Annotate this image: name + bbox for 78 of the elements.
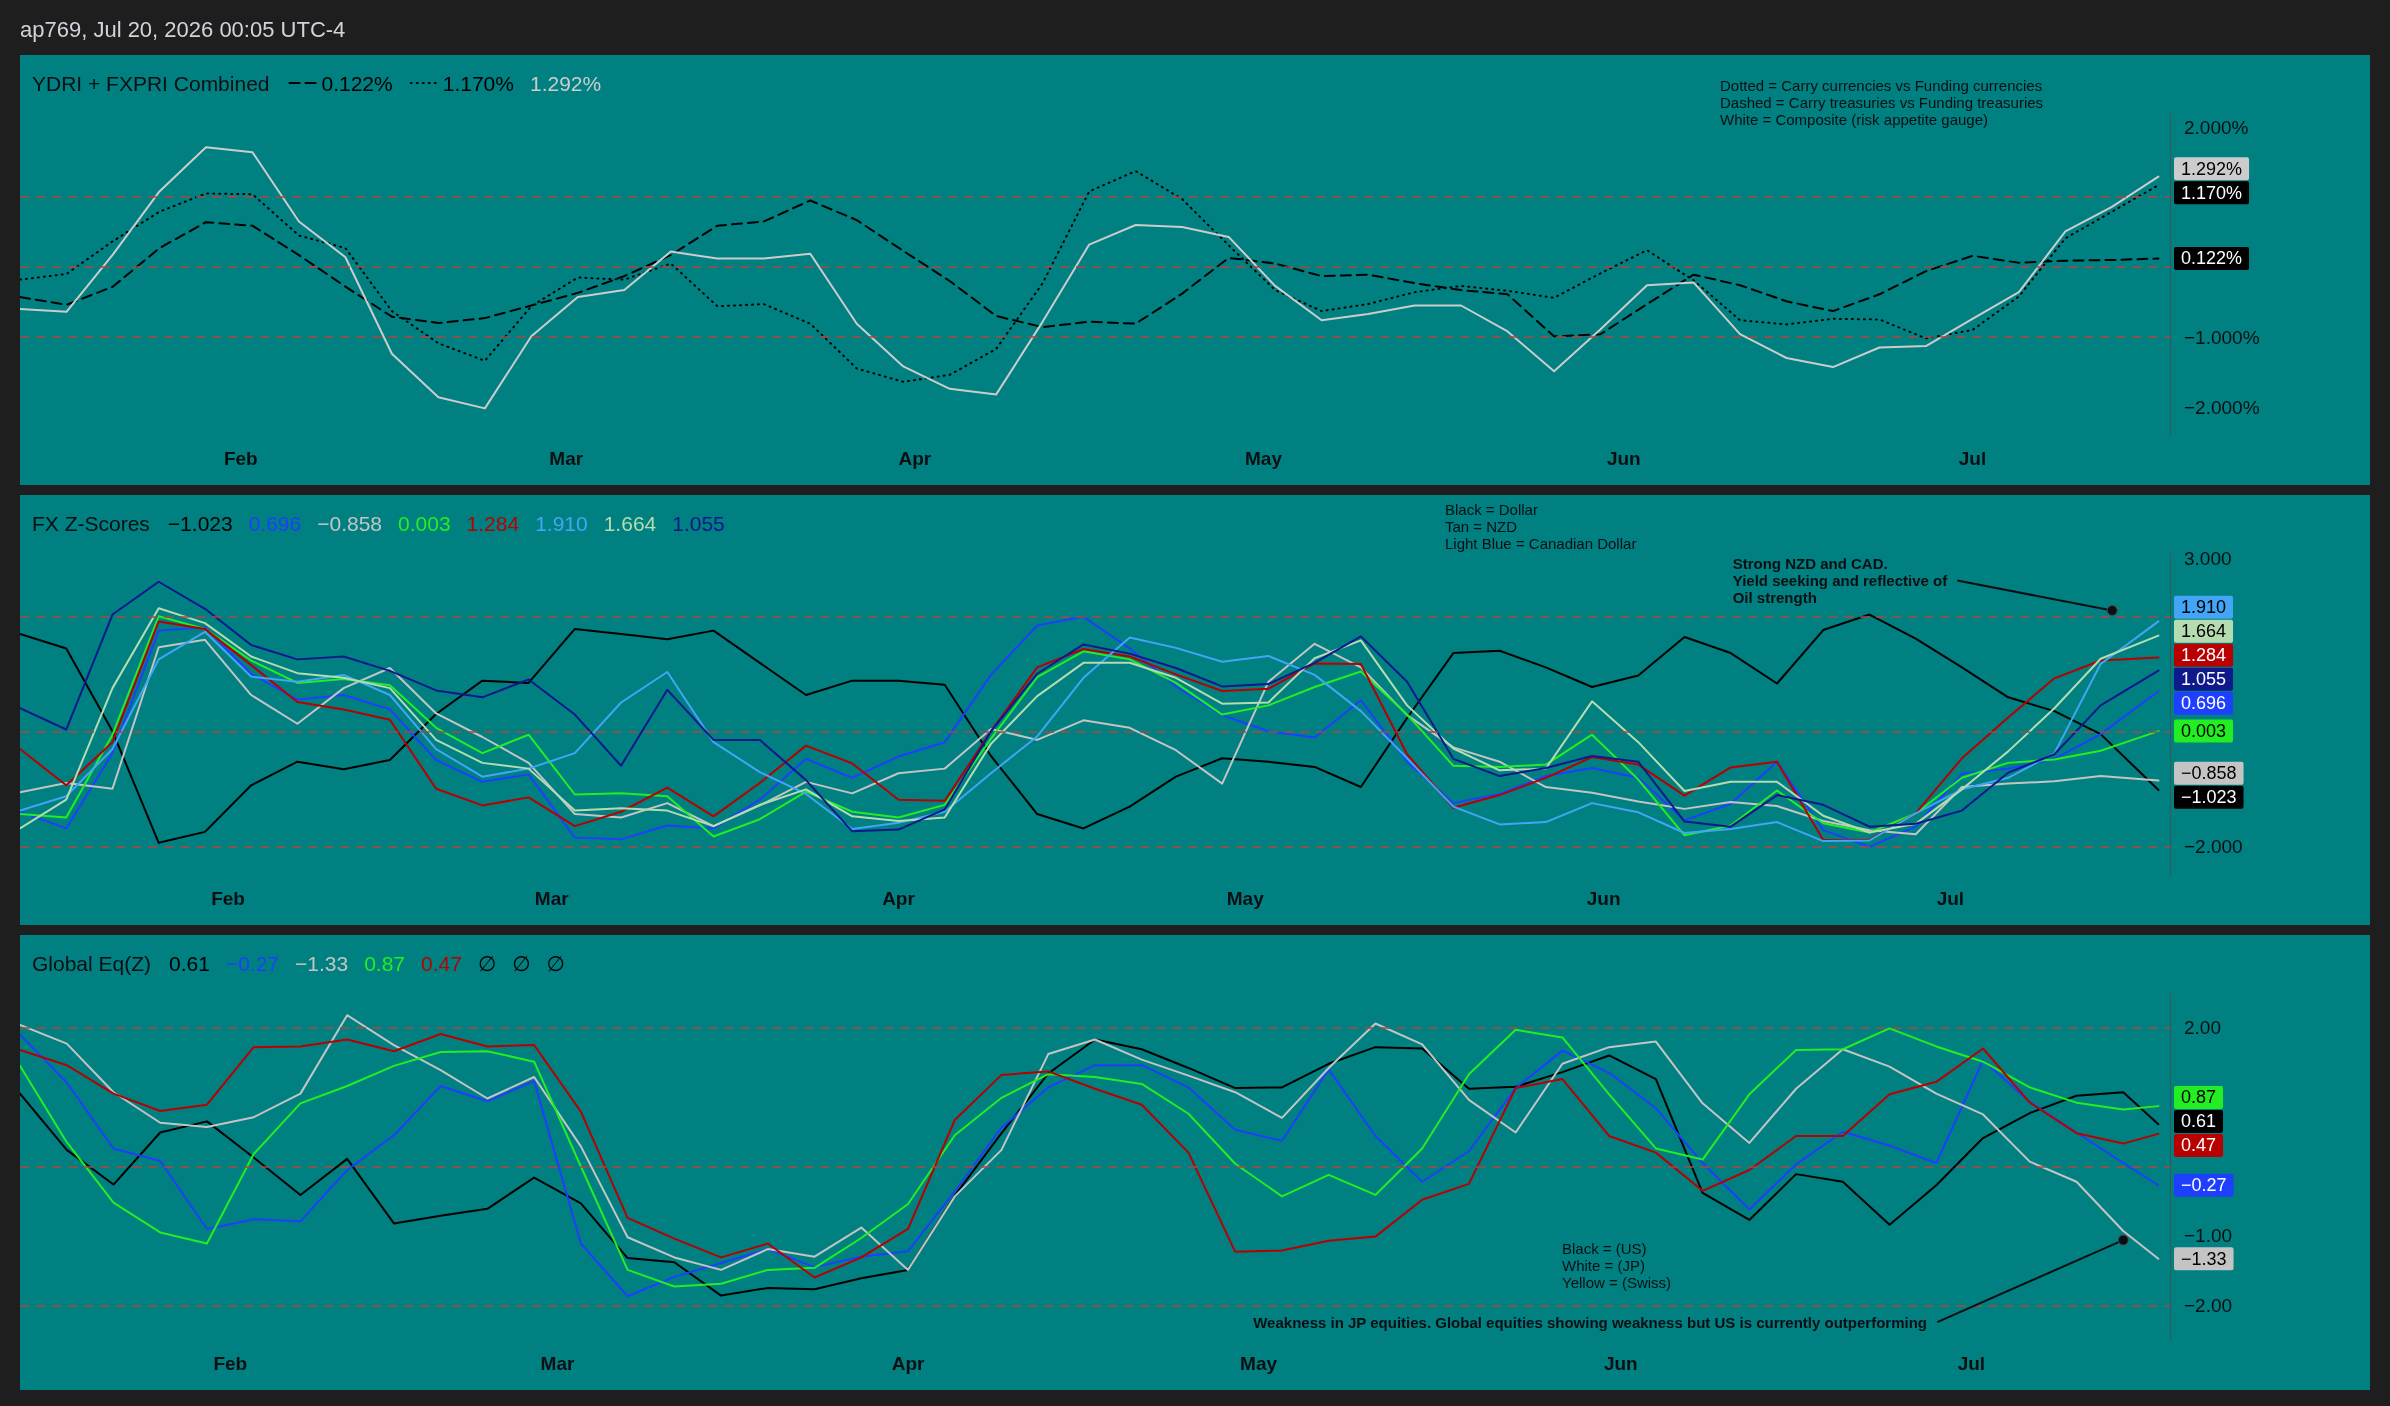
series-label: −1.33 (295, 951, 349, 975)
x-tick-label: Mar (549, 448, 584, 469)
legend-label: 0.122% (321, 71, 393, 95)
text: Dotted = Carry currencies vs Funding currencies (1720, 76, 2043, 94)
text: 1.292% (529, 71, 602, 95)
text: 1.664 (603, 511, 657, 535)
x-tick-label: Jul (1958, 448, 1987, 469)
y-tick-label: 3.000 (2184, 548, 2232, 570)
annotation: Black = (US) (1562, 1239, 1647, 1257)
annotation: Strong NZD and CAD. Yield seeking and reflective of Oil strength (1732, 555, 1949, 606)
annotation: Weakness in JP equities. Global equities showing weakness but US is currently outperforming (1253, 1313, 1927, 1331)
data-label: 0.47 (2181, 1135, 2217, 1156)
data-label: −1.33 (2181, 1248, 2227, 1269)
data-label: 1.055 (2181, 669, 2227, 690)
data-label: −1.023 (2181, 787, 2237, 808)
text: 1.284 (466, 511, 520, 535)
x-tick-label: Jun (1603, 1353, 1638, 1374)
text: Dashed = Carry treasuries vs Funding treasuries (1720, 93, 2044, 111)
chart-title: Global Eq(Z) (32, 951, 152, 975)
x-tick-label: Apr (882, 888, 916, 909)
x-tick-label: May (1245, 448, 1283, 469)
legend-label: ∅ (477, 951, 497, 975)
x-tick-label: Mar (534, 888, 570, 909)
data-label: −0.27 (2181, 1175, 2227, 1196)
data-label: 1.664 (2181, 621, 2227, 642)
x-tick-label: Jul (1957, 1353, 1986, 1374)
chart-title: FX Z-Scores (32, 511, 150, 535)
data-label: 0.61 (2181, 1111, 2217, 1132)
data-label: 0.696 (2181, 693, 2227, 714)
data-label: 1.284 (2181, 645, 2227, 666)
y-tick-label: −2.00 (2184, 1294, 2233, 1316)
x-tick-label: Feb (213, 1353, 248, 1374)
y-tick-label: −2.000% (2184, 396, 2260, 418)
chart-title: YDRI + FXPRI Combined (32, 71, 270, 95)
x-tick-label: Jul (1936, 888, 1965, 909)
annotation: Yellow = (Swiss) (1562, 1273, 1672, 1291)
data-label: 1.910 (2181, 597, 2227, 618)
x-tick-label: Apr (898, 448, 932, 469)
text: 0.696 (248, 511, 302, 535)
y-tick-label: 2.000% (2184, 116, 2249, 138)
x-tick-label: Feb (223, 448, 258, 469)
x-tick-label: May (1226, 888, 1265, 909)
x-tick-label: Mar (540, 1353, 575, 1374)
data-label: 0.003 (2181, 721, 2227, 742)
text: Light Blue = Canadian Dollar (1445, 534, 1637, 552)
x-tick-label: Feb (211, 888, 245, 909)
x-tick-label: May (1240, 1353, 1278, 1374)
data-label: 1.170% (2181, 182, 2243, 203)
x-tick-label: Jun (1586, 888, 1621, 909)
data-label: 0.122% (2181, 248, 2243, 269)
y-tick-label: −1.00 (2184, 1225, 2233, 1247)
annotation: White = (JP) (1562, 1256, 1645, 1274)
data-label: 0.87 (2181, 1087, 2217, 1108)
line-series (20, 170, 2160, 383)
chart-subtitle: ap769, Jul 20, 2026 00:05 UTC-4 (20, 16, 347, 44)
text: Black = Dollar (1445, 500, 1538, 518)
data-label: 1.292% (2181, 158, 2243, 179)
annotation: White = Composite (risk appetite gauge) (1720, 110, 1989, 128)
legend-label: ∅ (512, 951, 531, 975)
data-label: −0.858 (2181, 763, 2237, 784)
text: −1.023 (167, 511, 233, 535)
text: Tan = NZD (1445, 517, 1518, 535)
text: −0.858 (317, 511, 383, 535)
legend-label: ∅ (546, 951, 565, 975)
text: 0.003 (398, 511, 451, 535)
y-tick-label: −1.000% (2184, 326, 2260, 348)
y-tick-label: 2.00 (2184, 1017, 2221, 1039)
y-tick-label: −2.000 (2184, 835, 2243, 857)
text: 0.47 (421, 951, 462, 975)
x-tick-label: Apr (891, 1353, 925, 1374)
x-tick-label: Jun (1606, 448, 1641, 469)
text: −0.27 (225, 951, 280, 975)
text: 0.61 (169, 951, 210, 975)
text: 1.910 (535, 511, 588, 535)
line-series (20, 146, 2160, 410)
text: 0.87 (364, 951, 406, 975)
text: 1.055 (672, 511, 725, 535)
legend-label: 1.170% (442, 71, 514, 95)
